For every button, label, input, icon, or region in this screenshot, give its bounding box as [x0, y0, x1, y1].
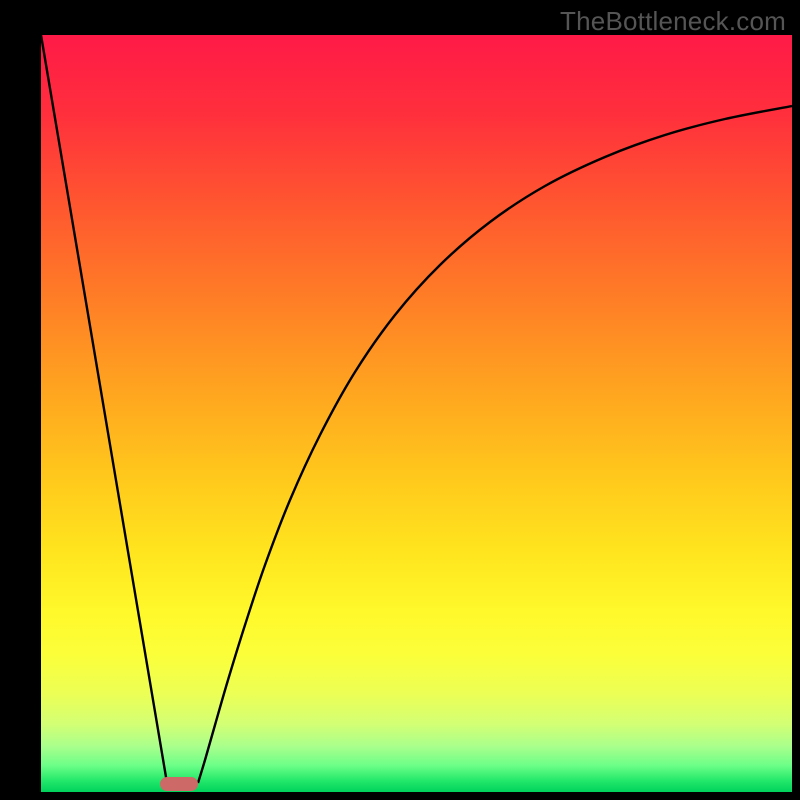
gradient-background — [41, 35, 792, 792]
chart-container: { "meta": { "width": 800, "height": 800,… — [0, 0, 800, 800]
bottleneck-chart — [0, 0, 800, 800]
watermark-text: TheBottleneck.com — [560, 6, 786, 37]
optimal-marker — [160, 777, 198, 791]
